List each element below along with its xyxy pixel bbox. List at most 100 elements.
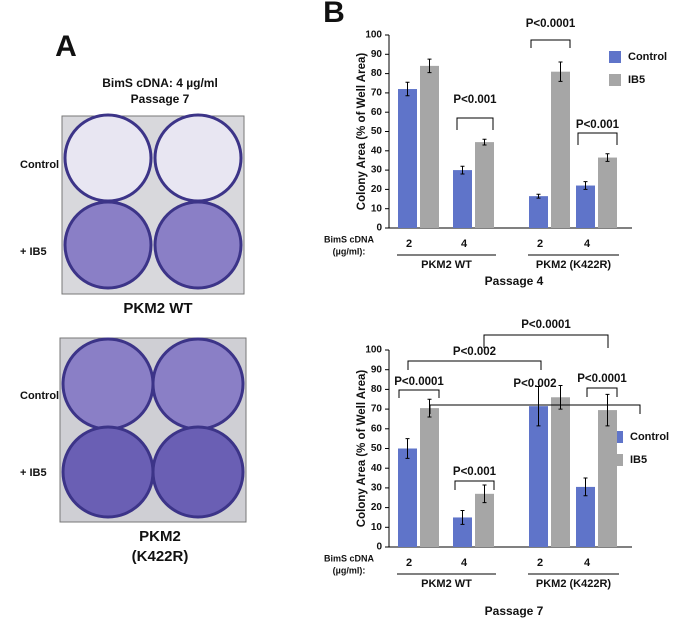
row-label: Control [20, 159, 59, 171]
y-tick-label: 10 [371, 522, 383, 533]
annotation: P<0.002 [453, 346, 496, 358]
error-bar [460, 165, 465, 175]
plate-photo [59, 337, 247, 523]
y-tick-label: 40 [371, 145, 383, 156]
annotation: P<0.001 [453, 466, 497, 478]
row-label: BimS cDNA [324, 553, 375, 563]
error-bar [405, 438, 410, 459]
y-tick-label: 30 [371, 165, 383, 176]
row-label: Control [20, 390, 59, 402]
row-label: + IB5 [20, 467, 47, 479]
error-bar [583, 477, 588, 497]
error-bar [536, 385, 541, 427]
condition: BimS cDNA: 4 µg/ml [102, 76, 218, 90]
x-tick-label: 2 [537, 238, 543, 250]
annotation: P<0.002 [513, 378, 556, 390]
plate-name: (K422R) [132, 548, 189, 565]
y-tick-label: 10 [371, 203, 383, 214]
x-axis-label: Passage 7 [485, 604, 544, 618]
y-tick-label: 20 [371, 502, 383, 513]
legend-swatch [609, 51, 621, 63]
bracket [454, 480, 495, 490]
bar [398, 448, 417, 547]
error-bar [482, 138, 487, 146]
x-tick-label: 2 [406, 238, 412, 250]
error-bar [460, 510, 465, 525]
bracket [530, 39, 571, 48]
x-tick-label: 2 [406, 557, 412, 569]
x-tick-label: 4 [584, 238, 591, 250]
panel-label: A [55, 30, 77, 63]
y-tick-label: 100 [365, 345, 382, 356]
y-tick-label: 40 [371, 463, 383, 474]
error-bar [405, 81, 410, 97]
bracket [577, 132, 618, 145]
bar [551, 71, 570, 228]
bar [453, 517, 472, 547]
y-axis-label: Colony Area (% of Well Area) [356, 370, 368, 528]
y-tick-label: 80 [371, 384, 383, 395]
y-tick-label: 90 [371, 364, 383, 375]
group-label: PKM2 (K422R) [536, 578, 612, 590]
bracket [456, 117, 494, 130]
annotation: P<0.001 [576, 119, 620, 131]
bracket [586, 387, 618, 397]
y-tick-label: 60 [371, 107, 383, 118]
y-tick-label: 20 [371, 184, 383, 195]
legend-label: IB5 [630, 454, 647, 466]
y-tick-label: 90 [371, 49, 383, 60]
bar [551, 397, 570, 547]
legend-label: IB5 [628, 74, 645, 86]
bar [576, 185, 595, 228]
annotation: P<0.0001 [521, 319, 571, 331]
y-tick-label: 80 [371, 68, 383, 79]
bracket [398, 389, 440, 398]
x-tick-label: 4 [461, 238, 468, 250]
annotation: P<0.001 [453, 94, 497, 106]
annotation: P<0.0001 [394, 376, 444, 388]
y-tick-label: 70 [371, 88, 383, 99]
plate-photo [61, 113, 245, 295]
error-bar [536, 193, 541, 199]
error-bar [583, 181, 588, 190]
bar [398, 89, 417, 228]
plate-name: PKM2 [139, 528, 181, 545]
group-label: PKM2 WT [421, 578, 472, 590]
bar [420, 65, 439, 228]
bar [576, 486, 595, 547]
annotation: P<0.0001 [526, 18, 576, 30]
group-label: PKM2 (K422R) [536, 259, 612, 271]
bracket [429, 404, 641, 414]
y-tick-label: 50 [371, 126, 383, 137]
bar [475, 493, 494, 547]
bar [420, 408, 439, 547]
error-bar [482, 484, 487, 504]
x-tick-label: 4 [461, 557, 468, 569]
panel-label: B [323, 0, 345, 29]
group-label: PKM2 WT [421, 259, 472, 271]
error-bar [605, 393, 610, 427]
y-tick-label: 0 [376, 542, 382, 553]
row-label: BimS cDNA [324, 234, 375, 244]
bar [598, 157, 617, 228]
y-tick-label: 30 [371, 483, 383, 494]
row-label: + IB5 [20, 246, 47, 258]
bar [598, 410, 617, 547]
x-tick-label: 4 [584, 557, 591, 569]
row-label: (µg/ml): [333, 565, 366, 575]
y-tick-label: 50 [371, 443, 383, 454]
bar [529, 196, 548, 228]
row-label: (µg/ml): [333, 246, 366, 256]
bar [453, 170, 472, 228]
legend-label: Control [630, 431, 669, 443]
error-bar [558, 61, 563, 82]
legend-swatch [611, 454, 623, 466]
error-bar [605, 153, 610, 162]
bar [475, 142, 494, 228]
legend-label: Control [628, 51, 667, 63]
x-tick-label: 2 [537, 557, 543, 569]
y-axis-label: Colony Area (% of Well Area) [356, 53, 368, 211]
y-tick-label: 60 [371, 423, 383, 434]
annotation: P<0.0001 [577, 373, 627, 385]
